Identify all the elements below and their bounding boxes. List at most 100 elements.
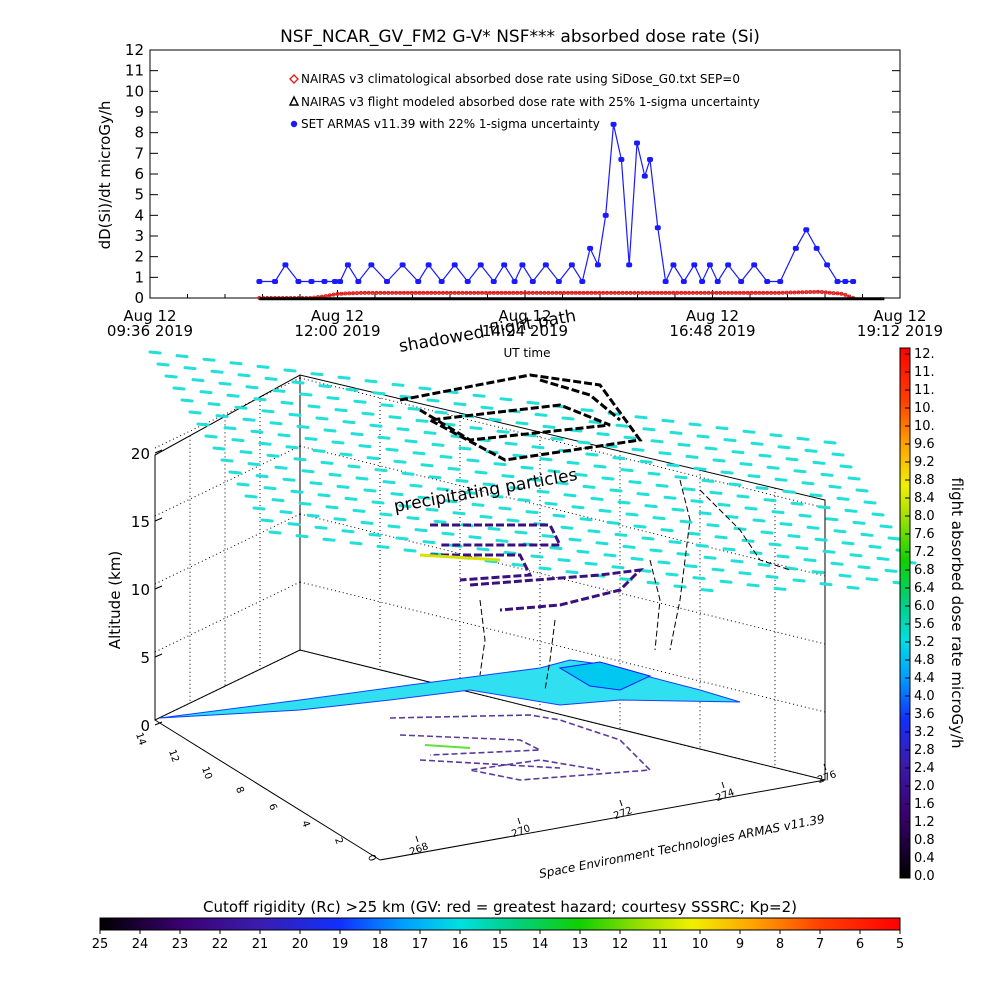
nairas-climatological-point <box>624 290 629 295</box>
top-y-tick-label: 12 <box>125 41 144 59</box>
particle-dash <box>588 420 602 425</box>
particle-dash <box>584 561 598 566</box>
particle-dash <box>803 558 817 563</box>
nairas-climatological-point <box>792 290 797 295</box>
particle-dash <box>822 549 836 554</box>
right-colorbar-tick-label: 6.0 <box>914 599 935 614</box>
particle-dash <box>819 582 833 587</box>
particle-dash <box>630 556 644 561</box>
armas-point <box>501 262 508 268</box>
particle-dash <box>536 489 550 494</box>
particle-dash <box>876 556 890 561</box>
floor-x-tick-label: 276 <box>816 769 838 786</box>
armas-point <box>633 140 640 146</box>
bottom-colorbar-tick-label: 6 <box>856 937 864 952</box>
particle-dash <box>542 424 556 429</box>
particle-dash <box>701 478 715 483</box>
particle-dash <box>229 361 243 366</box>
particle-dash <box>347 464 361 469</box>
particle-dash <box>337 375 351 380</box>
particle-dash <box>782 489 796 494</box>
right-colorbar: 12. 11. 11. 10. 10. 9.6 9.2 8.8 8.4 8.0 7.6 7.2 6.8 6… <box>899 347 966 884</box>
particle-dash <box>234 405 248 410</box>
particle-dash <box>199 390 213 395</box>
particle-dash <box>260 518 274 523</box>
particle-dash <box>480 405 494 410</box>
particle-dash <box>814 537 828 542</box>
particle-dash <box>320 460 334 465</box>
particle-dash <box>746 583 760 588</box>
particle-dash <box>318 384 332 389</box>
particle-dash <box>317 493 331 498</box>
nairas-climatological-point <box>616 290 621 295</box>
particle-dash <box>277 433 291 438</box>
particle-dash <box>768 542 782 547</box>
particle-dash <box>231 438 245 443</box>
nairas-climatological-point <box>542 290 547 295</box>
particle-dash <box>809 493 823 498</box>
particle-dash <box>268 530 282 535</box>
nairas-climatological-point <box>640 290 645 295</box>
particle-dash <box>393 459 407 464</box>
bottom-colorbar-tick-label: 5 <box>896 937 904 952</box>
particle-dash <box>598 508 612 513</box>
particle-dash <box>334 408 348 413</box>
armas-point <box>691 262 698 268</box>
particle-dash <box>441 531 455 536</box>
armas-point <box>834 278 841 284</box>
nairas-climatological-point <box>480 290 485 295</box>
particle-dash <box>363 488 377 493</box>
particle-dash <box>706 523 720 528</box>
nairas-climatological-point <box>608 290 613 295</box>
particle-dash <box>728 482 742 487</box>
altitude-gridline <box>154 649 301 721</box>
particle-dash <box>717 502 731 507</box>
bottom-colorbar-tick-label: 23 <box>172 937 189 952</box>
particle-dash <box>331 440 345 445</box>
particle-dash <box>298 501 312 506</box>
particle-dash <box>793 469 807 474</box>
particle-dash <box>798 513 812 518</box>
particle-dash <box>736 494 750 499</box>
floor-x-tick <box>721 781 725 789</box>
particle-dash <box>404 439 418 444</box>
particle-dash <box>352 508 366 513</box>
particle-dash <box>733 526 747 531</box>
particle-dash <box>539 457 553 462</box>
nairas-climatological-point <box>730 290 735 295</box>
particle-dash <box>676 552 690 557</box>
armas-point <box>602 212 609 218</box>
armas-point <box>256 278 263 284</box>
particle-dash <box>226 393 240 398</box>
nairas-climatological-point <box>523 290 527 295</box>
bottom-colorbar-tick-label: 21 <box>252 937 269 952</box>
particle-dash <box>455 478 469 483</box>
top-x-tick-label-time: 09:36 2019 <box>107 322 193 340</box>
particle-dash <box>312 448 326 453</box>
particle-dash <box>692 576 706 581</box>
particle-dash <box>380 403 394 408</box>
armas-point <box>587 245 594 251</box>
bottom-colorbar-ticks: 25 24 23 22 21 20 19 18 17 16 15 14 13 12 11 10 9 8 7 6 5 <box>92 930 904 952</box>
particle-dash <box>619 577 633 582</box>
particle-dash <box>884 568 898 573</box>
particle-dash <box>212 446 226 451</box>
floor-y-tick-label: 2 <box>332 836 345 846</box>
particle-dash <box>757 562 771 567</box>
particle-dash <box>755 486 769 491</box>
particle-dash <box>403 548 417 553</box>
particle-dash <box>568 537 582 542</box>
particle-dash <box>528 477 542 482</box>
particle-dash <box>310 372 324 377</box>
bottom-colorbar-tick-label: 10 <box>692 937 709 952</box>
nairas-climatological-point <box>382 290 387 295</box>
nairas-climatological-point <box>519 290 524 295</box>
nairas-climatological-point <box>667 290 672 295</box>
particle-dash <box>188 410 202 415</box>
particle-dash <box>247 462 261 467</box>
armas-point <box>706 262 713 268</box>
particle-dash <box>503 550 517 555</box>
nairas-climatological-point <box>687 290 692 295</box>
particle-dash <box>590 496 604 501</box>
